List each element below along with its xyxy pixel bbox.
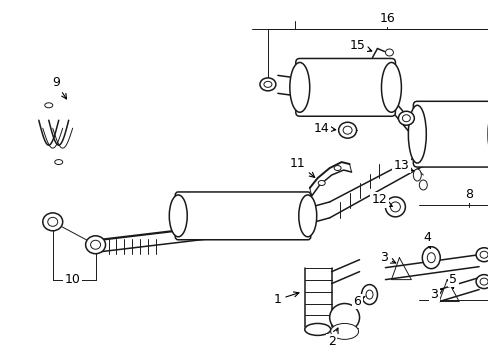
FancyBboxPatch shape <box>412 101 488 167</box>
Ellipse shape <box>48 217 58 226</box>
Ellipse shape <box>385 197 405 217</box>
Ellipse shape <box>264 81 271 87</box>
Ellipse shape <box>385 49 393 56</box>
Ellipse shape <box>475 248 488 262</box>
Ellipse shape <box>366 290 372 299</box>
Ellipse shape <box>389 202 400 212</box>
Text: 1: 1 <box>273 292 298 306</box>
Text: 4: 4 <box>423 231 430 248</box>
Ellipse shape <box>422 247 439 269</box>
Ellipse shape <box>479 251 487 258</box>
Ellipse shape <box>318 180 325 185</box>
Ellipse shape <box>412 169 421 181</box>
Text: 13: 13 <box>393 158 412 172</box>
Ellipse shape <box>304 323 330 336</box>
Ellipse shape <box>333 166 341 171</box>
Ellipse shape <box>479 278 487 285</box>
Text: 2: 2 <box>327 328 337 348</box>
Text: 15: 15 <box>349 39 371 52</box>
Text: 6: 6 <box>353 295 365 308</box>
Ellipse shape <box>90 240 101 249</box>
Text: 10: 10 <box>64 273 81 286</box>
Text: 5: 5 <box>448 273 456 288</box>
Ellipse shape <box>55 159 62 165</box>
Ellipse shape <box>289 62 309 112</box>
Ellipse shape <box>85 236 105 254</box>
Ellipse shape <box>343 126 351 134</box>
Text: 3: 3 <box>380 251 395 264</box>
Ellipse shape <box>298 195 316 237</box>
Text: 12: 12 <box>371 193 391 206</box>
Ellipse shape <box>381 62 401 112</box>
Ellipse shape <box>398 111 413 125</box>
Text: 7: 7 <box>0 359 1 360</box>
Ellipse shape <box>169 195 187 237</box>
Ellipse shape <box>338 122 356 138</box>
Ellipse shape <box>42 213 62 231</box>
Ellipse shape <box>402 115 409 122</box>
Ellipse shape <box>427 253 434 263</box>
Ellipse shape <box>260 78 275 91</box>
Text: 14: 14 <box>313 122 335 135</box>
Text: 11: 11 <box>289 157 314 177</box>
Ellipse shape <box>329 303 359 332</box>
Ellipse shape <box>330 323 358 339</box>
Text: 3: 3 <box>429 288 442 301</box>
Ellipse shape <box>407 105 426 163</box>
FancyBboxPatch shape <box>175 192 310 240</box>
FancyBboxPatch shape <box>295 58 395 116</box>
Ellipse shape <box>361 285 377 305</box>
Text: 8: 8 <box>464 188 472 202</box>
Ellipse shape <box>487 105 488 163</box>
Ellipse shape <box>475 275 488 289</box>
Text: 16: 16 <box>379 12 394 25</box>
Ellipse shape <box>45 103 53 108</box>
Text: 9: 9 <box>52 76 66 99</box>
Ellipse shape <box>419 180 427 190</box>
